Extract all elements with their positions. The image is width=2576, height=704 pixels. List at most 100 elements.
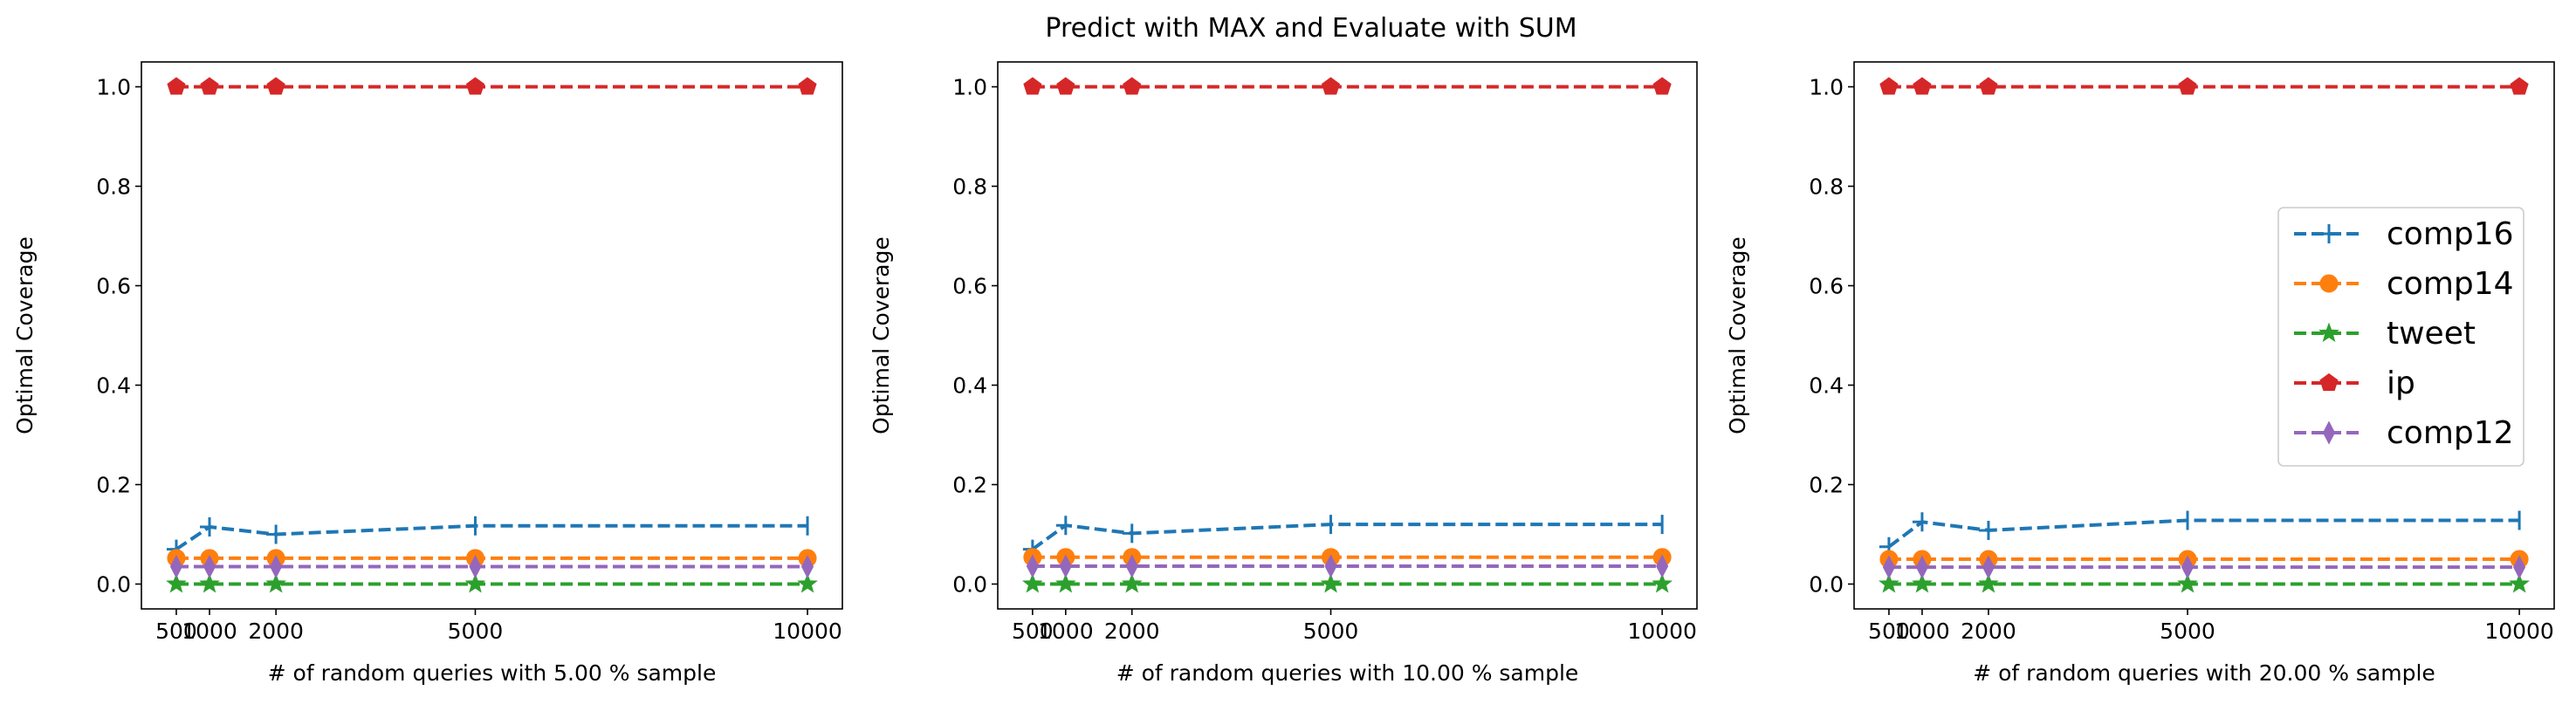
data-point-comp16 (2510, 510, 2521, 530)
y-tick-label: 0.2 (1809, 473, 1844, 498)
x-axis-label: # of random queries with 20.00 % sample (1973, 660, 2435, 686)
y-tick-label: 1.0 (96, 75, 131, 100)
y-tick-label: 0.2 (952, 473, 987, 498)
data-point-comp16 (1978, 520, 1990, 540)
series-tweet (166, 573, 818, 593)
series-comp12 (1026, 554, 1669, 578)
data-point-comp12 (2513, 555, 2526, 579)
data-point-ip (1056, 77, 1075, 95)
data-point-comp12 (1656, 554, 1669, 578)
data-point-comp12 (169, 554, 183, 579)
x-tick-label: 10000 (773, 619, 842, 644)
x-tick-label: 5000 (1303, 619, 1359, 644)
data-point-comp16 (266, 524, 278, 544)
data-point-ip (2510, 77, 2529, 95)
y-tick-label: 0.6 (952, 274, 987, 299)
data-point-comp12 (2181, 555, 2195, 579)
x-tick-label: 2000 (1961, 619, 2016, 644)
data-point-tweet (1022, 573, 1043, 593)
series-comp12 (1882, 555, 2526, 579)
data-point-comp16 (465, 516, 477, 536)
data-point-ip (1321, 77, 1341, 95)
legend-marker-comp16 (2319, 224, 2331, 243)
series-tweet (1879, 573, 2530, 593)
data-point-tweet (2509, 573, 2530, 593)
data-point-comp16 (798, 516, 809, 536)
plot-area-frame (997, 61, 1698, 610)
y-tick-label: 1.0 (1809, 75, 1844, 100)
data-point-ip (167, 77, 186, 95)
x-tick-label: 10000 (2484, 619, 2554, 644)
data-point-tweet (1121, 573, 1143, 593)
y-axis-label: Optimal Coverage (869, 236, 894, 434)
data-point-comp16 (1912, 512, 1924, 532)
data-point-ip (2178, 77, 2197, 95)
data-point-tweet (1912, 573, 1933, 593)
data-point-tweet (797, 573, 818, 593)
data-point-comp16 (1321, 515, 1333, 535)
chart-panels: 0.0 0.2 0.4 0.6 0.8 1.0 500 1000 2000 5000 10000 # … (12, 61, 2555, 686)
plot-area-frame (1853, 61, 2555, 610)
data-point-tweet (464, 573, 486, 593)
data-point-tweet (166, 573, 187, 593)
legend-marker-comp12 (2322, 420, 2336, 445)
x-tick-label: 5000 (448, 619, 504, 644)
data-point-ip (465, 77, 485, 95)
y-tick-label: 0.0 (96, 572, 131, 598)
legend-label-comp12: comp12 (2387, 415, 2514, 451)
data-point-ip (1913, 77, 1932, 95)
x-axis-label: # of random queries with 10.00 % sample (1116, 660, 1579, 686)
legend-entry-comp16: comp16 (2294, 216, 2514, 252)
data-point-tweet (1055, 573, 1076, 593)
plot-area-frame (141, 61, 843, 610)
x-tick-label: 2000 (1104, 619, 1160, 644)
data-point-comp16 (1122, 523, 1134, 543)
data-point-ip (1879, 77, 1899, 95)
data-point-comp12 (1982, 555, 1996, 579)
y-tick-label: 1.0 (952, 75, 987, 100)
data-point-comp12 (1026, 554, 1039, 578)
data-point-tweet (1320, 573, 1342, 593)
y-tick-label: 0.8 (96, 174, 131, 200)
data-point-ip (1652, 77, 1672, 95)
data-point-comp12 (203, 554, 216, 579)
y-tick-label: 0.4 (1809, 373, 1844, 399)
x-tick-label: 500 (1012, 619, 1054, 644)
legend-label-comp16: comp16 (2387, 216, 2514, 252)
y-tick-label: 0.0 (1809, 572, 1844, 598)
data-point-tweet (199, 573, 220, 593)
data-point-tweet (1652, 573, 1673, 593)
legend-entry-comp14: comp14 (2294, 266, 2514, 302)
figure-title: Predict with MAX and Evaluate with SUM (1045, 13, 1577, 44)
legend-marker-comp14 (2319, 274, 2339, 293)
series-tweet (1022, 573, 1673, 593)
data-point-tweet (1879, 573, 1899, 593)
data-point-comp12 (800, 554, 814, 579)
data-point-ip (200, 77, 219, 95)
y-tick-label: 0.6 (1809, 274, 1844, 299)
y-tick-label: 0.8 (952, 174, 987, 200)
x-tick-label: 5000 (2160, 619, 2215, 644)
x-axis-label: # of random queries with 5.00 % sample (268, 660, 717, 686)
data-point-ip (1023, 77, 1042, 95)
data-point-comp12 (1125, 554, 1138, 578)
data-point-tweet (2177, 573, 2198, 593)
data-point-comp12 (469, 554, 482, 579)
series-ip (167, 77, 817, 95)
data-point-tweet (265, 573, 286, 593)
y-tick-label: 0.4 (952, 373, 987, 399)
legend-marker-tweet (2318, 322, 2339, 343)
y-tick-label: 0.8 (1809, 174, 1844, 200)
x-tick-label: 1000 (1894, 619, 1950, 644)
data-point-comp12 (1059, 554, 1072, 578)
legend-box (2277, 207, 2524, 467)
data-point-comp12 (1324, 554, 1337, 578)
x-tick-label: 1000 (182, 619, 237, 644)
x-tick-label: 10000 (1627, 619, 1697, 644)
data-point-comp12 (1915, 555, 1928, 579)
data-point-comp16 (1652, 515, 1664, 535)
y-tick-label: 0.0 (952, 572, 987, 598)
